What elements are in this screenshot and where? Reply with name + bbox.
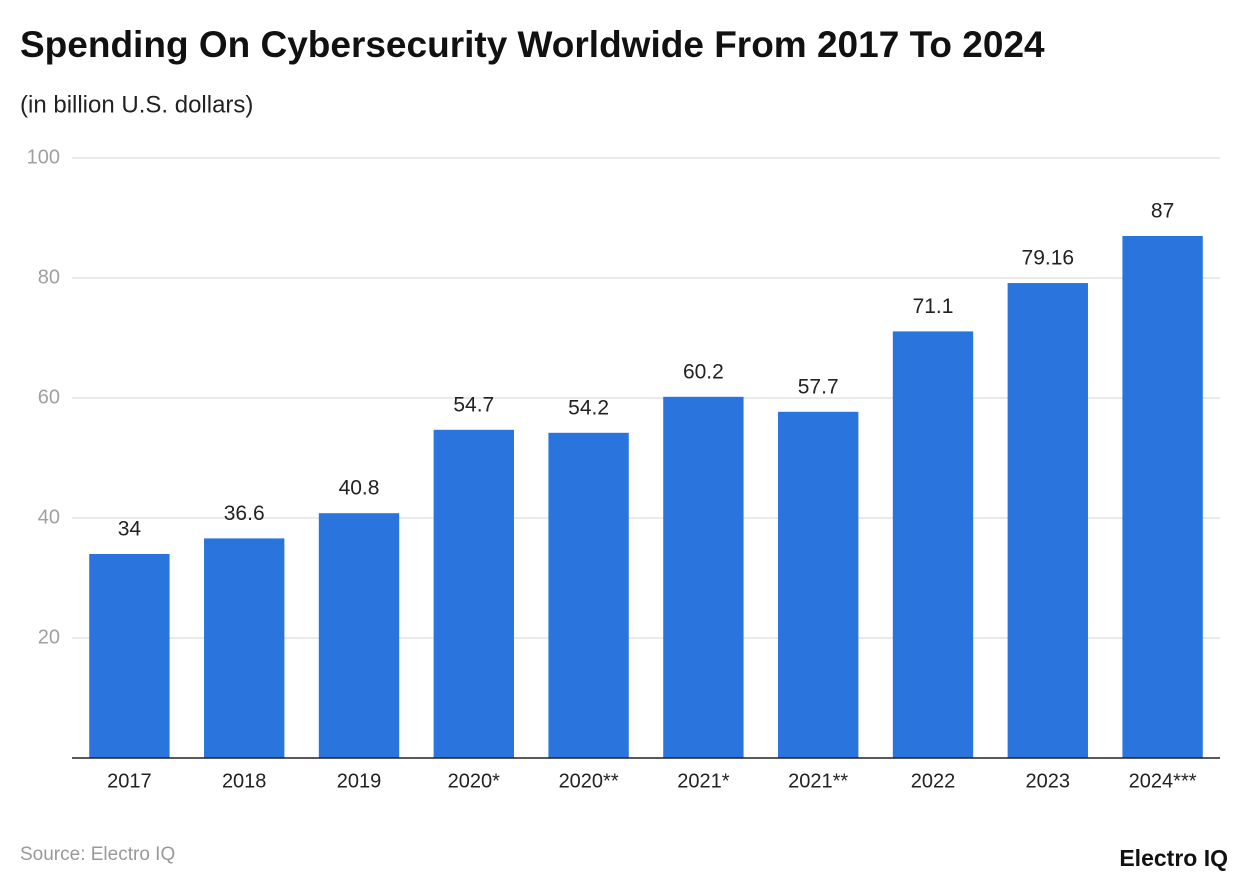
x-tick-label: 2024***	[1129, 770, 1197, 792]
value-label: 40.8	[339, 477, 380, 500]
bar	[1122, 236, 1203, 758]
value-label: 34	[118, 518, 142, 541]
value-label: 54.2	[568, 396, 609, 419]
value-label: 79.16	[1022, 247, 1075, 270]
y-tick-label: 20	[38, 626, 60, 648]
source: Source: Electro IQ	[20, 844, 175, 865]
x-tick-label: 2017	[107, 770, 152, 792]
x-tick-label: 2018	[222, 770, 267, 792]
value-label: 57.7	[798, 375, 839, 398]
chart-subtitle: (in billion U.S. dollars)	[20, 91, 253, 118]
chart-title: Spending On Cybersecurity Worldwide From…	[20, 24, 1045, 65]
bar	[204, 538, 285, 758]
x-tick-label: 2023	[1026, 770, 1071, 792]
value-label: 36.6	[224, 502, 265, 525]
bar	[892, 331, 974, 758]
y-tick-label: 60	[38, 386, 60, 408]
x-tick-label: 2022	[911, 770, 956, 792]
value-label: 71.1	[913, 295, 954, 318]
y-tick-label: 40	[38, 506, 60, 528]
value-label: 54.7	[453, 393, 494, 416]
y-tick-label: 100	[27, 146, 60, 168]
brand-logo: Electro IQ	[1119, 845, 1228, 871]
bar	[548, 432, 629, 758]
bar	[663, 396, 744, 758]
bar	[89, 554, 170, 758]
x-tick-label: 2020*	[448, 770, 500, 792]
bar	[778, 411, 859, 758]
value-label: 60.2	[683, 360, 724, 383]
value-label: 87	[1151, 200, 1174, 223]
x-tick-label: 2019	[337, 770, 382, 792]
bar	[433, 429, 514, 758]
x-tick-label: 2021*	[677, 770, 729, 792]
x-tick-label: 2021**	[788, 770, 848, 792]
y-tick-label: 80	[38, 266, 60, 288]
x-tick-label: 2020**	[559, 770, 619, 792]
bar	[318, 513, 400, 758]
bar	[1007, 283, 1088, 758]
